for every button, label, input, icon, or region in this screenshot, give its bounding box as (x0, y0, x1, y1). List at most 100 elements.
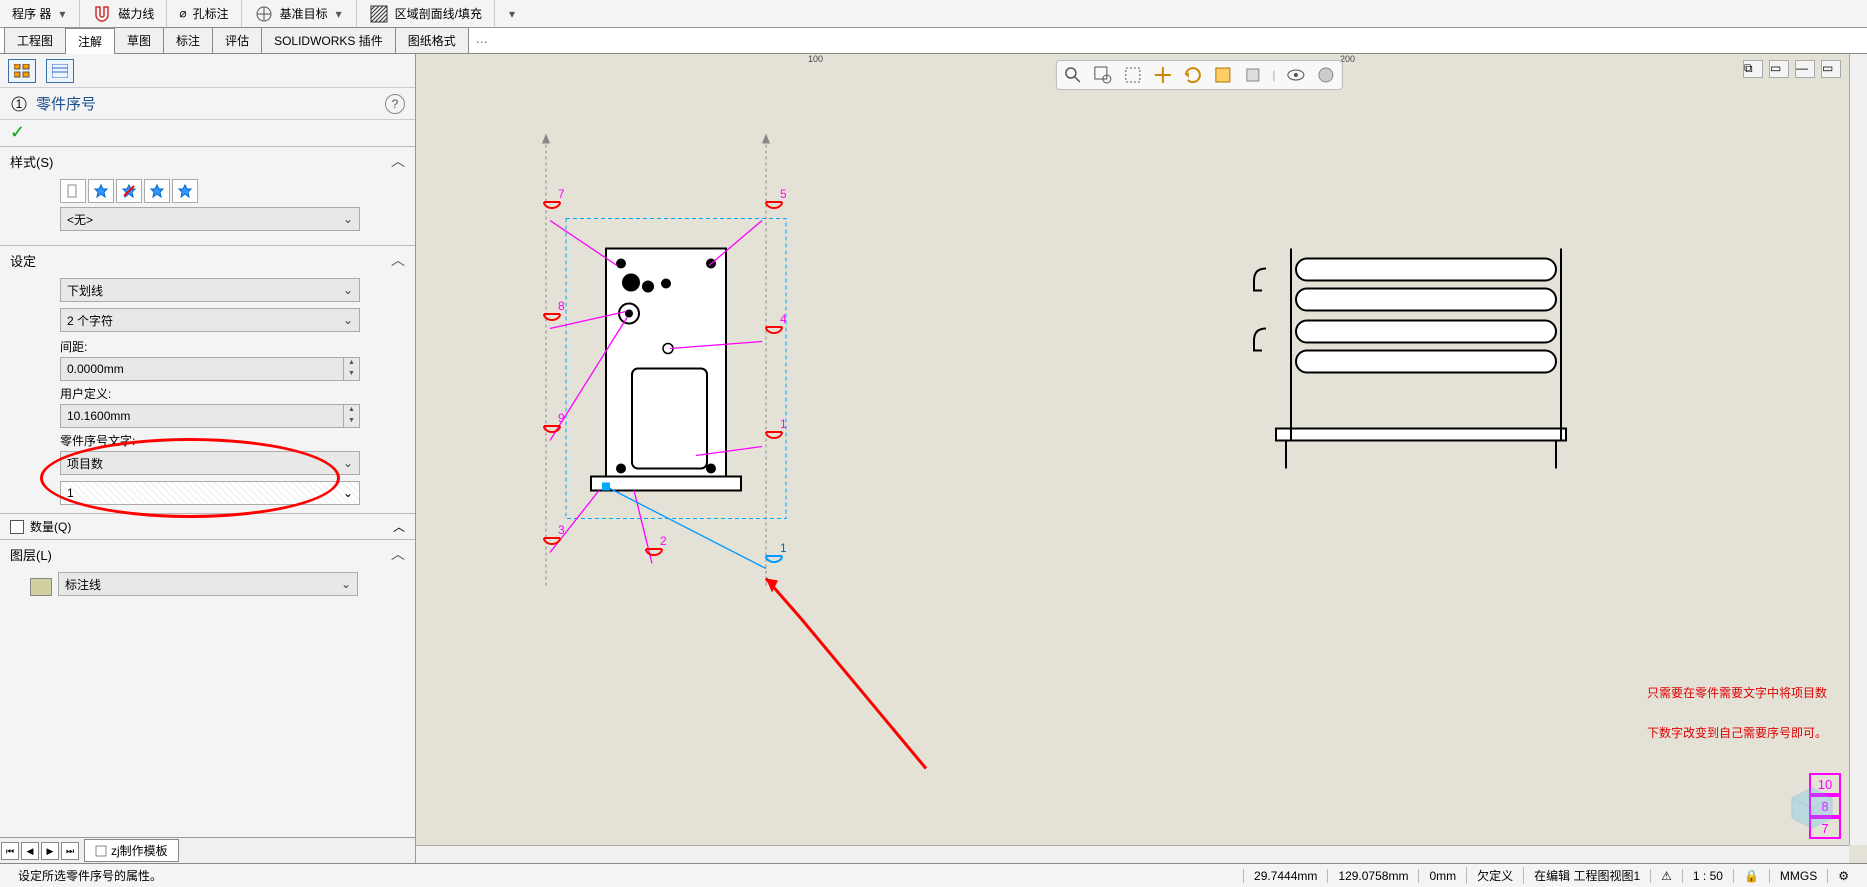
chevron-down-icon: ⌄ (343, 456, 353, 470)
doc-star-icon (66, 184, 80, 198)
toolbar-item-holecallout[interactable]: ⌀ 孔标注 (167, 0, 241, 27)
tab-evaluate[interactable]: 评估 (212, 27, 262, 53)
chevron-down-icon: ⌄ (341, 577, 351, 591)
list-icon (52, 64, 68, 78)
status-scale[interactable]: 1 : 50 (1682, 869, 1733, 883)
property-button[interactable] (46, 59, 74, 83)
annotation-line: 只需要在零件需要文字中将项目数 (1647, 673, 1827, 713)
vertical-scrollbar[interactable] (1849, 54, 1867, 845)
dropdown-icon[interactable]: ▾ (57, 7, 67, 21)
balloon[interactable]: 4 (762, 313, 786, 344)
underline-select[interactable]: 下划线⌄ (60, 278, 360, 302)
svg-text:3: 3 (558, 524, 564, 537)
quantity-section: 数量(Q) ︿ (0, 513, 415, 539)
status-lock[interactable]: 🔒 (1733, 869, 1769, 883)
status-y: 129.0758mm (1327, 869, 1418, 883)
toolbar-item-magnetline[interactable]: 磁力线 (80, 0, 167, 27)
hole-icon: ⌀ (179, 7, 186, 21)
fav-save-button[interactable] (144, 179, 170, 203)
svg-text:7: 7 (558, 188, 564, 201)
balloon[interactable]: 1 (762, 542, 786, 573)
section-header-settings[interactable]: 设定 ︿ (0, 246, 415, 274)
fav-del-button[interactable] (116, 179, 142, 203)
balloon[interactable]: 9 (540, 412, 564, 443)
input-value: 0.0000mm (67, 362, 124, 376)
favorite-buttons (60, 179, 395, 203)
spacing-input[interactable]: 0.0000mm ▲▼ (60, 357, 360, 381)
watermark (1787, 783, 1837, 833)
sheet-tab[interactable]: zj制作模板 (84, 839, 179, 862)
property-manager-panel: 1 零件序号 ? ✓ 样式(S) ︿ (0, 54, 416, 863)
toolbar-overflow[interactable]: ▾ (495, 0, 529, 27)
balloon[interactable]: 2 (642, 535, 666, 566)
horizontal-scrollbar[interactable] (416, 845, 1849, 863)
prev-sheet-button[interactable]: ◀ (21, 842, 39, 860)
chevron-up-icon: ︿ (391, 250, 405, 270)
chars-select[interactable]: 2 个字符⌄ (60, 308, 360, 332)
checkbox[interactable] (10, 520, 24, 534)
chevron-down-icon: ⌄ (343, 212, 353, 226)
balloon[interactable]: 3 (540, 524, 564, 555)
fav-add-button[interactable] (88, 179, 114, 203)
toolbar-item-program[interactable]: 程序 器 ▾ (0, 0, 80, 27)
last-sheet-button[interactable]: ⏭ (61, 842, 79, 860)
tab-addins[interactable]: SOLIDWORKS 插件 (261, 27, 396, 53)
ribbon-tabstrip: 工程图 注解 草图 标注 评估 SOLIDWORKS 插件 图纸格式 ⋯ (0, 28, 1867, 54)
layer-section: 图层(L) ︿ 标注线⌄ (0, 539, 415, 610)
section-header-layer[interactable]: 图层(L) ︿ (0, 540, 415, 568)
balloontext-select[interactable]: 项目数⌄ (60, 451, 360, 475)
section-label: 图层(L) (10, 545, 52, 564)
style-select[interactable]: <无> ⌄ (60, 207, 360, 231)
chevron-up-icon: ︿ (391, 544, 405, 564)
spinner[interactable]: ▲▼ (343, 405, 359, 427)
feature-tree-button[interactable] (8, 59, 36, 83)
balloon[interactable]: 8 (540, 300, 564, 331)
toolbar-item-hatch[interactable]: 区域剖面线/填充 (357, 0, 495, 27)
fav-new-button[interactable] (60, 179, 86, 203)
layer-select[interactable]: 标注线⌄ (58, 572, 358, 596)
status-units[interactable]: MMGS (1769, 869, 1827, 883)
chevron-down-icon: ⌄ (343, 283, 353, 297)
userdef-input[interactable]: 10.1600mm▲▼ (60, 404, 360, 428)
toolbar-label: 磁力线 (118, 5, 154, 22)
svg-text:1: 1 (16, 97, 23, 111)
status-config[interactable]: ⚙ (1827, 869, 1859, 883)
toolbar-label: 孔标注 (193, 5, 229, 22)
status-z: 0mm (1418, 869, 1466, 883)
next-sheet-button[interactable]: ▶ (41, 842, 59, 860)
select-value: <无> (67, 211, 93, 228)
star-load-icon (178, 184, 192, 198)
spinner[interactable]: ▲▼ (343, 358, 359, 380)
quantity-checkbox-row[interactable]: 数量(Q) ︿ (0, 514, 415, 539)
annotation-line: 下数字改变到自己需要序号即可。 (1647, 713, 1827, 753)
status-bar: 设定所选零件序号的属性。 29.7444mm 129.0758mm 0mm 欠定… (0, 863, 1867, 887)
ok-button[interactable]: ✓ (10, 122, 25, 142)
tab-sheetformat[interactable]: 图纸格式 (395, 27, 469, 53)
status-hint: 设定所选零件序号的属性。 (8, 867, 1243, 884)
help-icon[interactable]: ? (385, 94, 405, 114)
tab-sketch[interactable]: 草图 (114, 27, 164, 53)
tab-overflow[interactable]: ⋯ (468, 31, 496, 53)
tab-annotation[interactable]: 注解 (65, 28, 115, 54)
balloon-icon: 1 (10, 95, 28, 113)
section-header-style[interactable]: 样式(S) ︿ (0, 147, 415, 175)
datum-icon (254, 4, 274, 24)
fav-load-button[interactable] (172, 179, 198, 203)
first-sheet-button[interactable]: ⏮ (1, 842, 19, 860)
balloon[interactable]: 7 (540, 188, 564, 219)
balloon[interactable]: 10 (762, 418, 786, 449)
magnet-icon (92, 4, 112, 24)
balloon[interactable]: 5 (762, 188, 786, 219)
layer-icon (30, 578, 52, 596)
svg-text:1: 1 (780, 542, 786, 555)
dropdown-icon[interactable]: ▾ (334, 7, 344, 21)
tab-drawing[interactable]: 工程图 (4, 27, 66, 53)
balloontext-input[interactable]: 1⌄ (60, 481, 360, 505)
tab-dimension[interactable]: 标注 (163, 27, 213, 53)
drawing-viewport[interactable]: 100 200 | ⧉ ▭ — ▭ (416, 54, 1867, 863)
toolbar-item-datumtarget[interactable]: 基准目标 ▾ (242, 0, 357, 27)
chevron-up-icon: ︿ (391, 151, 405, 171)
svg-text:8: 8 (558, 300, 564, 313)
status-warning[interactable]: ⚠ (1650, 869, 1682, 883)
sheet-icon (95, 845, 107, 857)
